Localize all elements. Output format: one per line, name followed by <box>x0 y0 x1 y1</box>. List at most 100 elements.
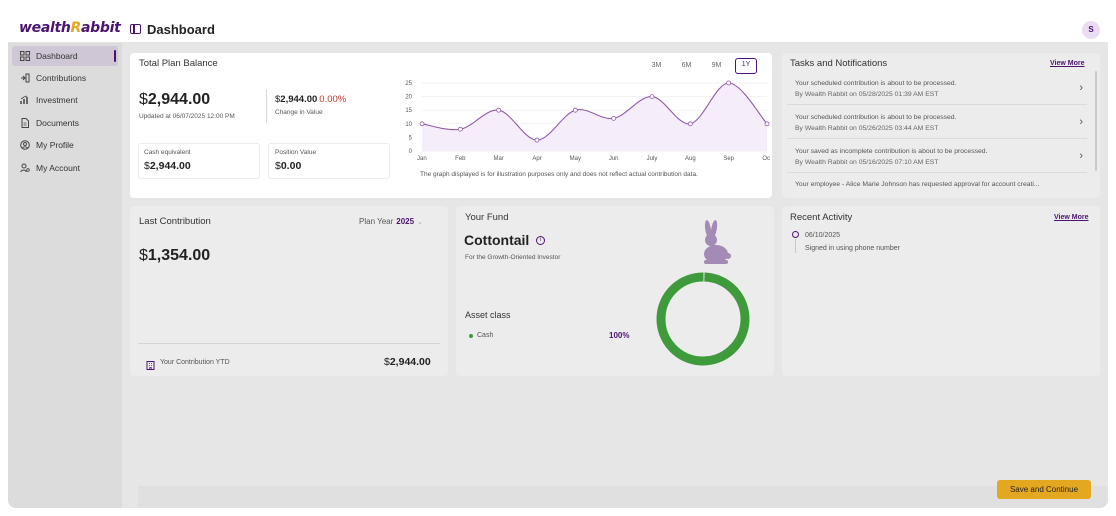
sidebar-item-label: Contributions <box>36 73 87 83</box>
x-tick-label: May <box>570 156 581 162</box>
area-fill <box>422 83 767 151</box>
building-icon <box>146 357 155 375</box>
y-tick-label: 15 <box>405 108 412 114</box>
tasks-scrollbar[interactable] <box>1095 71 1097 171</box>
account-icon <box>20 163 30 173</box>
y-tick-label: 5 <box>409 135 413 141</box>
sidebar-item-contributions[interactable]: Contributions <box>12 68 118 88</box>
x-tick-label: Feb <box>455 156 466 162</box>
sidebar-toggle-icon[interactable] <box>130 24 141 34</box>
x-tick-label: Aug <box>685 156 696 162</box>
x-tick-label: Oct <box>762 156 770 162</box>
range-6m-button[interactable]: 6M <box>681 62 692 69</box>
your-fund-card: Your Fund Cottontail i For the Growth-Or… <box>456 206 774 376</box>
divider <box>266 89 267 123</box>
asset-class-label: Asset class <box>465 310 511 320</box>
data-point <box>534 137 540 143</box>
recent-activity-card: Recent Activity View More 06/10/2025 Sig… <box>782 206 1100 376</box>
data-point <box>726 80 732 86</box>
data-point <box>572 107 578 113</box>
ytd-label: Your Contribution YTD <box>160 359 230 366</box>
rabbit-icon <box>704 220 731 264</box>
card-title: Last Contribution <box>139 216 211 227</box>
data-point <box>496 107 502 113</box>
card-title: Total Plan Balance <box>139 58 218 69</box>
fund-tagline: For the Growth-Oriented Investor <box>465 254 561 261</box>
range-3m-button[interactable]: 3M <box>651 62 662 69</box>
range-1y-button[interactable]: 1Y <box>735 58 757 74</box>
timeline-dot <box>792 231 799 238</box>
profile-icon <box>20 140 30 150</box>
chevron-right-icon: › <box>1079 82 1083 94</box>
logo-text: wealth <box>19 20 71 36</box>
data-point <box>687 121 693 127</box>
donut-slice-cash <box>656 272 750 366</box>
logo-text-end: abbit <box>81 20 121 36</box>
x-tick-label: Apr <box>532 156 541 162</box>
timeline-line <box>795 239 796 253</box>
asset-name: Cash <box>477 332 494 339</box>
data-point <box>764 121 770 127</box>
sidebar-item-dashboard[interactable]: Dashboard <box>12 46 118 66</box>
x-tick-label: Sep <box>723 156 734 162</box>
plan-year-value: 2025 <box>396 217 415 226</box>
asset-donut-chart <box>656 272 750 366</box>
sidebar-item-my-profile[interactable]: My Profile <box>12 135 118 155</box>
active-indicator <box>114 50 116 62</box>
position-value-box <box>268 143 390 179</box>
y-tick-label: 10 <box>405 122 412 128</box>
chevron-down-icon: ⌄ <box>417 219 423 226</box>
task-item[interactable]: Your scheduled contribution is about to … <box>787 107 1087 139</box>
x-tick-label: July <box>647 156 658 162</box>
total-plan-balance-card: Total Plan Balance $2,944.00 Updated at … <box>130 53 772 198</box>
balance-amount: $2,944.00 <box>139 91 211 108</box>
legend-dot <box>469 334 473 338</box>
task-title: Your scheduled contribution is about to … <box>795 114 957 121</box>
data-point <box>611 115 617 121</box>
card-title: Your Fund <box>465 212 509 223</box>
contributions-icon <box>20 73 30 83</box>
logo[interactable]: wealthRabbit <box>19 20 121 36</box>
tasks-view-more-link[interactable]: View More <box>1050 60 1085 67</box>
app-window: wealthRabbit Dashboard S Dashboard Contr… <box>8 8 1108 508</box>
sidebar-item-investment[interactable]: Investment <box>12 90 118 110</box>
grid-icon <box>20 51 30 61</box>
investment-icon <box>20 95 30 105</box>
position-label: Position Value <box>275 149 317 156</box>
y-tick-label: 0 <box>409 149 413 155</box>
save-and-continue-button[interactable]: Save and Continue <box>997 480 1091 499</box>
task-item[interactable]: Your saved as incomplete contribution is… <box>787 141 1087 173</box>
sidebar-item-documents[interactable]: Documents <box>12 113 118 133</box>
sidebar-item-label: Documents <box>36 118 79 128</box>
x-tick-label: Jan <box>417 156 427 162</box>
asset-percent: 100% <box>609 331 630 340</box>
series-line <box>421 82 768 141</box>
range-9m-button[interactable]: 9M <box>711 62 722 69</box>
sidebar-item-label: My Profile <box>36 140 74 150</box>
data-point <box>649 94 655 100</box>
x-tick-label: Mar <box>493 156 503 162</box>
sidebar: Dashboard Contributions Investment Docum… <box>8 43 122 508</box>
sidebar-item-my-account[interactable]: My Account <box>12 158 118 178</box>
task-item[interactable]: Your employee - Alice Marie Johnson has … <box>787 175 1087 195</box>
chevron-right-icon: › <box>1079 116 1083 128</box>
task-subtitle: By Wealth Rabbit on 05/26/2025 03:44 AM … <box>795 125 939 132</box>
plan-year-label: Plan Year <box>359 217 394 226</box>
page-title: Dashboard <box>147 22 215 37</box>
task-item[interactable]: Your scheduled contribution is about to … <box>787 73 1087 105</box>
chart-disclaimer: The graph displayed is for illustration … <box>420 171 698 178</box>
plan-year-select[interactable]: Plan Year 2025 ⌄ <box>359 217 423 226</box>
cash-equivalent-box <box>138 143 260 179</box>
avatar[interactable]: S <box>1082 21 1100 39</box>
sidebar-item-label: Investment <box>36 95 78 105</box>
info-icon[interactable]: i <box>536 236 545 245</box>
task-subtitle: By Wealth Rabbit on 05/28/2025 01:39 AM … <box>795 91 939 98</box>
document-icon <box>20 118 30 128</box>
task-title: Your employee - Alice Marie Johnson has … <box>795 181 1040 188</box>
activity-view-more-link[interactable]: View More <box>1054 214 1089 221</box>
x-tick-label: Jun <box>609 156 619 162</box>
cash-label: Cash equivalent <box>144 149 191 156</box>
balance-line-chart: 0 5 10 15 20 25 Jan Feb Mar Apr May Jun July Aug Sep Oc… <box>405 80 770 162</box>
position-amount: $0.00 <box>275 160 302 172</box>
balance-updated: Updated at 06/07/2025 12:00 PM <box>139 113 235 120</box>
